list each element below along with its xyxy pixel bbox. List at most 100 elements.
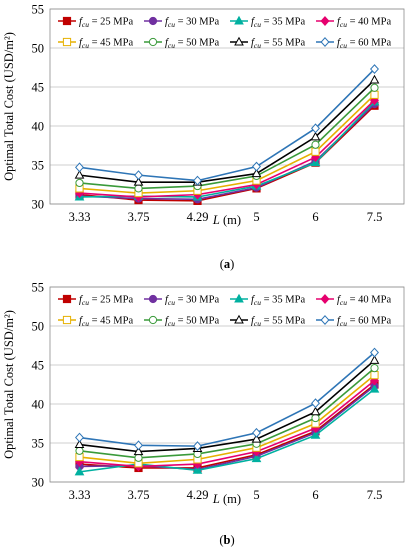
data-point [133,176,144,186]
x-tick-label: 6 [312,210,318,224]
series-line [79,94,376,194]
legend-item-label: fcu = 40 MPa [337,17,391,30]
legend-item-label: fcu = 35 MPa [251,295,305,308]
series-line [79,87,376,190]
plot-frame [49,286,405,483]
data-point [75,162,84,173]
data-point [311,147,320,156]
data-point [310,429,321,439]
chart-panel-b: 30 35 40 45 50 55 3.33 3.75 4.29 5 6 7.5 L (m) Optima… [2,281,405,547]
series-line [79,379,376,468]
legend-item-3: fcu = 35 MPa [230,293,305,308]
legend-marker [148,16,158,26]
x-tick-label: 5 [253,488,259,502]
series-line [79,388,375,473]
legend-item-label: fcu = 40 MPa [337,295,391,308]
series-line [79,359,376,453]
x-tick-label: 6 [312,488,318,502]
data-point [370,64,379,75]
legend-item-label: fcu = 55 MPa [251,316,305,329]
series-8 [75,347,379,452]
legend-item-2: fcu = 30 MPa [144,16,219,29]
legend-item-6: fcu = 50 MPa [144,316,219,329]
y-tick-label: 45 [32,81,45,95]
x-axis-label: L (m) [212,213,241,227]
data-point [370,364,379,373]
legend-item-label: fcu = 55 MPa [251,38,305,51]
series-line [79,79,376,183]
data-point [133,446,144,456]
legend-marker [148,37,158,47]
data-point [370,83,379,92]
series-7 [74,74,380,186]
legend-item-label: fcu = 25 MPa [79,295,133,308]
data-point [370,347,379,358]
panel-caption: (a) [220,257,235,271]
data-point [192,465,203,474]
legend-marker [234,314,244,324]
legend-item-8: fcu = 60 MPa [316,37,391,50]
y-tick-label: 50 [32,320,45,334]
legend: fcu = 25 MPa fcu = 30 MPa fcu = 35 MPa fcu … [58,15,391,51]
series-line [79,99,376,198]
x-tick-label: 3.33 [69,210,91,224]
data-point [75,178,84,188]
data-point [252,427,261,438]
series-line [79,68,376,182]
plot-frame [49,8,405,205]
legend-item-label: fcu = 35 MPa [251,17,305,30]
legend-item-label: fcu = 45 MPa [79,316,133,329]
legend-marker [320,16,330,26]
legend-item-5: fcu = 45 MPa [58,37,133,51]
legend-item-label: fcu = 30 MPa [165,295,219,308]
legend-marker [148,294,158,304]
data-point [251,453,262,463]
legend-item-8: fcu = 60 MPa [316,315,391,329]
data-point [311,413,320,423]
legend-item-3: fcu = 35 MPa [230,15,305,30]
legend-item-label: fcu = 25 MPa [79,17,133,30]
x-axis-label: L (m) [212,492,241,506]
y-axis-label: Optimal Total Cost (USD/m²) [2,32,16,181]
data-point [369,355,380,364]
legend-marker [234,293,244,303]
legend-item-4: fcu = 40 MPa [316,16,391,30]
series-6 [75,364,379,462]
series-line [79,367,376,459]
legend-marker [320,37,330,47]
legend-marker [62,37,72,47]
series-8 [75,64,379,186]
y-tick-label: 40 [32,398,45,412]
data-point [134,184,143,193]
series-3 [74,96,380,201]
x-tick-label: 3.33 [69,488,91,502]
data-point [310,131,321,141]
x-tick-label: 4.29 [187,210,209,224]
legend-item-label: fcu = 45 MPa [79,38,133,51]
data-point [251,433,262,443]
series-line [79,351,376,447]
x-tick-label: 5 [253,210,259,224]
y-tick-label: 35 [32,437,45,451]
y-tick-label: 50 [32,42,45,56]
legend-item-2: fcu = 30 MPa [144,294,219,308]
series-6 [75,83,379,193]
y-tick-label: 45 [32,359,45,373]
legend-marker [320,315,330,325]
legend-item-label: fcu = 60 MPa [337,316,391,329]
data-point [369,74,380,84]
legend-item-label: fcu = 50 MPa [165,38,219,51]
legend-item-1: fcu = 25 MPa [58,295,133,308]
series-line [79,383,375,469]
legend-item-label: fcu = 50 MPa [165,316,219,329]
x-tick-label: 3.75 [128,210,150,224]
data-point [370,90,379,99]
y-tick-label: 40 [32,120,45,134]
x-tick-label: 7.5 [367,210,383,224]
legend-marker [234,36,244,46]
data-point [310,406,321,416]
chart-panel-a: 30 35 40 45 50 55 3.33 3.75 4.29 5 6 7.5 L (m) Optima… [2,3,405,271]
data-point [369,383,380,393]
